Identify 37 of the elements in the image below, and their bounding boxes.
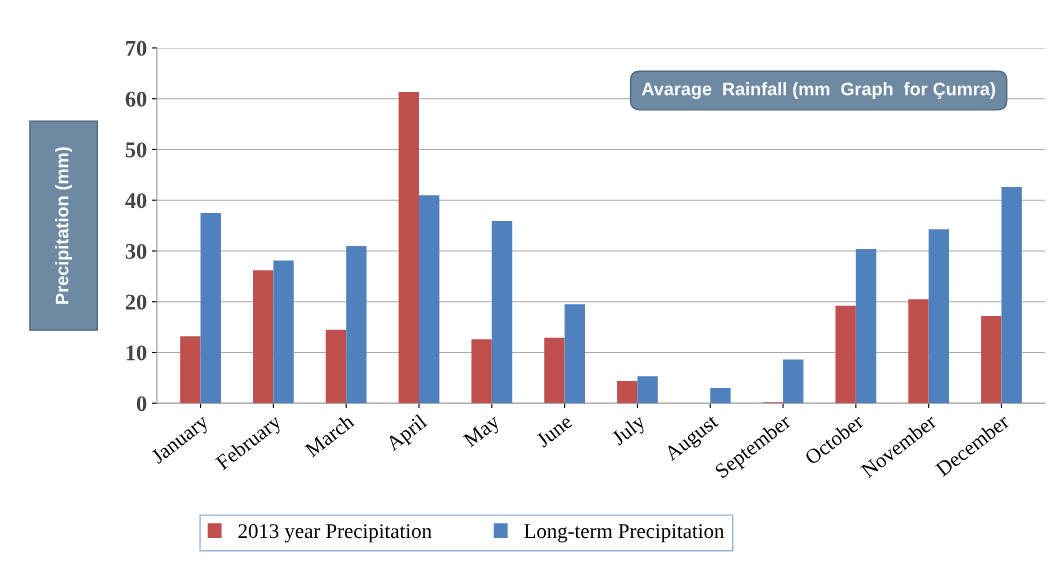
y-tick-label: 10: [126, 345, 147, 361]
bar: [252, 270, 274, 404]
bar: [346, 245, 367, 404]
bar: [564, 304, 585, 404]
x-tick-label: May: [462, 413, 504, 452]
y-tick-label: 0: [136, 396, 147, 412]
y-tick-label: 60: [125, 91, 147, 107]
bar: [273, 260, 294, 404]
y-tick-label: 40: [125, 193, 147, 209]
bar: [783, 359, 804, 404]
bar: [835, 305, 856, 404]
y-tick-label: 30: [125, 243, 147, 259]
x-tick-label: June: [535, 414, 574, 448]
legend-label: Long-term Precipitation: [524, 524, 725, 543]
bar: [200, 212, 221, 404]
bar: [637, 376, 658, 404]
bar: [617, 380, 638, 404]
bar: [710, 388, 731, 404]
bar: [544, 337, 565, 404]
bar: [325, 329, 347, 404]
text: Avarage Rainfall (mm Graph for Çumra): [641, 82, 995, 100]
bar: [928, 229, 950, 404]
y-tick-label: 50: [125, 142, 147, 158]
bar: [981, 315, 1002, 404]
bar: [398, 92, 419, 404]
y-tick-label: 70: [126, 40, 147, 56]
y-axis-title: Precipitation (mm): [55, 147, 73, 304]
bar: [491, 221, 513, 404]
bar: [419, 195, 440, 404]
bar: [180, 336, 201, 404]
y-tick-label: 20: [125, 294, 147, 310]
bar: [471, 339, 492, 404]
bar: [855, 248, 877, 404]
legend-label: 2013 year Precipitation: [238, 524, 432, 543]
bar: [908, 299, 929, 404]
bar: [1001, 187, 1022, 404]
x-tick-label: July: [610, 413, 650, 450]
